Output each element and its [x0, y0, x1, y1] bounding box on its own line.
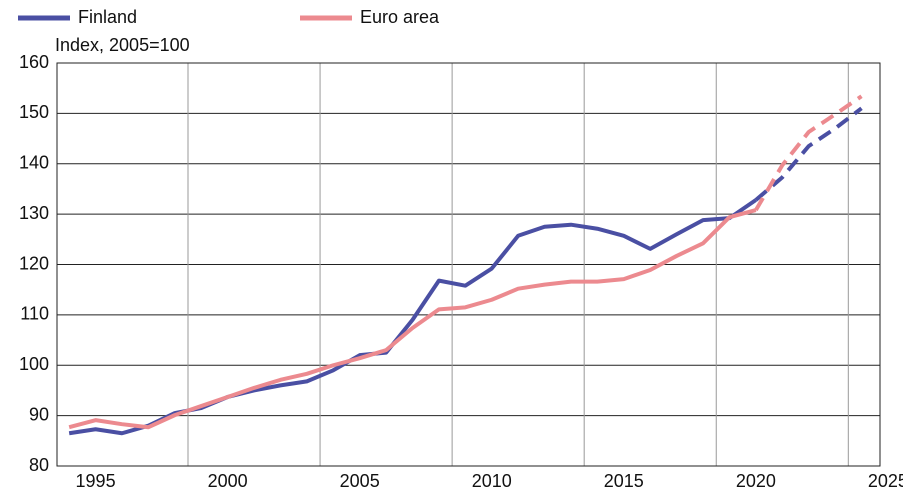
forecast-line: [754, 106, 863, 202]
plot-frame: [56, 62, 881, 467]
y-tick-label: 110: [20, 304, 49, 324]
chart-subtitle: Index, 2005=100: [55, 35, 190, 55]
y-tick-label: 160: [19, 52, 49, 72]
y-tick-label: 150: [19, 102, 49, 122]
forecast-line: [754, 94, 863, 212]
y-tick-label: 130: [19, 203, 49, 223]
x-tick-label: 2015: [604, 471, 644, 491]
x-tick-label: 1995: [76, 471, 116, 491]
x-tick-label: 2010: [472, 471, 512, 491]
y-tick-label: 120: [19, 253, 49, 273]
y-tick-label: 100: [19, 354, 49, 374]
y-tick-label: 90: [29, 404, 49, 424]
x-tick-label: 2000: [208, 471, 248, 491]
x-tick-label: 2005: [340, 471, 380, 491]
x-tick-label: 2020: [736, 471, 776, 491]
x-tick-label: 2025: [868, 471, 903, 491]
y-tick-label: 80: [29, 455, 49, 475]
y-tick-label: 140: [19, 153, 49, 173]
legend-label: Finland: [78, 7, 137, 27]
series-line: [68, 198, 757, 436]
series-line: [68, 208, 757, 430]
legend-label: Euro area: [360, 7, 440, 27]
